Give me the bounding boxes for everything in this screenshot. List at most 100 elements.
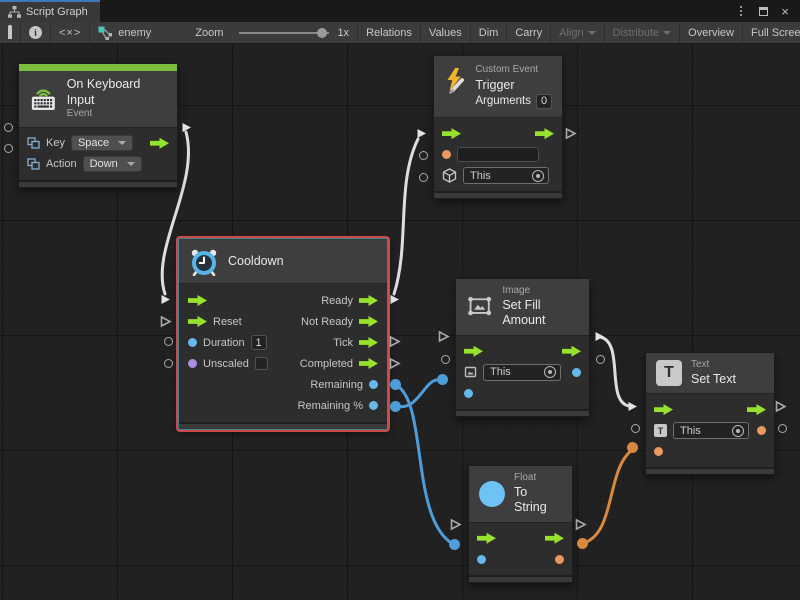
remaining-connector[interactable] xyxy=(390,379,401,390)
trigger-out-port[interactable] xyxy=(535,128,554,140)
result-out-port[interactable] xyxy=(572,367,581,377)
dim-button[interactable]: Dim xyxy=(471,22,508,43)
settext-in-connector[interactable] xyxy=(626,400,639,413)
trigger-in-port[interactable] xyxy=(477,532,496,544)
duration-port[interactable] xyxy=(188,338,197,347)
image-out-connector[interactable] xyxy=(593,330,606,343)
window-maximize-button[interactable] xyxy=(754,2,772,20)
custom-event-out-connector[interactable] xyxy=(564,127,577,140)
lock-button[interactable] xyxy=(0,22,21,43)
arguments-value[interactable]: 0 xyxy=(536,94,552,110)
node-cooldown[interactable]: Cooldown Ready Reset Not Ready Duration 1… xyxy=(178,238,388,430)
fill-amount-connector[interactable] xyxy=(437,374,448,385)
keyboard-out-connector[interactable] xyxy=(180,121,193,134)
remaining-pct-out-port[interactable] xyxy=(369,401,378,410)
trigger-out-port[interactable] xyxy=(545,532,564,544)
node-set-fill-amount[interactable]: Image Set Fill Amount This xyxy=(455,278,590,417)
node-trigger-custom-event[interactable]: Custom Event Trigger Arguments 0 xyxy=(433,55,563,200)
wire-image-to-set-text[interactable] xyxy=(598,335,631,408)
trigger-in-port[interactable] xyxy=(442,128,461,140)
unscaled-port[interactable] xyxy=(188,359,197,368)
image-result-connector[interactable] xyxy=(596,355,605,364)
zoom-slider-handle[interactable] xyxy=(317,27,328,38)
relations-button[interactable]: Relations xyxy=(358,22,421,43)
trigger-out-port[interactable] xyxy=(747,404,766,416)
cooldown-in-connector[interactable] xyxy=(159,293,172,306)
node-set-text[interactable]: T Text Set Text T This xyxy=(645,352,775,476)
values-button[interactable]: Values xyxy=(421,22,471,43)
graph-reference[interactable]: enemy xyxy=(90,22,159,43)
wires-overlay xyxy=(160,130,634,546)
tostring-float-connector[interactable] xyxy=(449,539,460,550)
text-result-connector[interactable] xyxy=(778,424,787,433)
keyboard-action-connector[interactable] xyxy=(4,144,13,153)
completed-out-port[interactable] xyxy=(359,358,378,369)
target-picker-icon[interactable] xyxy=(732,424,744,437)
graph-canvas[interactable]: On Keyboard Input Event Key Space xyxy=(0,44,800,600)
unscaled-checkbox[interactable] xyxy=(254,357,268,370)
trigger-out-port[interactable] xyxy=(562,345,581,357)
target-selector[interactable]: This xyxy=(483,363,561,381)
event-name-input[interactable] xyxy=(457,147,539,163)
settext-value-connector[interactable] xyxy=(627,442,638,453)
float-in-port[interactable] xyxy=(477,554,486,564)
tick-out-port[interactable] xyxy=(359,337,378,348)
align-button[interactable]: Align xyxy=(551,22,605,43)
settext-out-connector[interactable] xyxy=(774,400,787,413)
image-in-connector[interactable] xyxy=(437,330,450,343)
window-close-button[interactable]: × xyxy=(776,2,794,20)
image-target-connector[interactable] xyxy=(441,355,450,364)
inspect-button[interactable]: <×> xyxy=(51,22,91,43)
custom-event-in-connector[interactable] xyxy=(415,127,428,140)
wire-keyboard-to-cooldown[interactable] xyxy=(160,130,190,296)
zoom-slider[interactable] xyxy=(239,27,330,38)
name-port[interactable] xyxy=(442,150,451,160)
node-on-keyboard-input[interactable]: On Keyboard Input Event Key Space xyxy=(18,63,178,188)
keyboard-key-connector[interactable] xyxy=(4,123,13,132)
target-picker-icon[interactable] xyxy=(532,169,544,182)
reset-in-port[interactable] xyxy=(188,316,207,327)
info-button[interactable]: i xyxy=(21,22,51,43)
text-target-connector[interactable] xyxy=(631,424,640,433)
full-screen-button[interactable]: Full Screen xyxy=(743,22,800,43)
duration-value[interactable]: 1 xyxy=(250,335,267,350)
tostring-string-connector[interactable] xyxy=(577,538,588,549)
not-ready-out-port[interactable] xyxy=(359,316,378,327)
wire-cooldown-ready-to-custom-event[interactable] xyxy=(392,137,420,296)
duration-connector[interactable] xyxy=(164,337,173,346)
remaining-pct-connector[interactable] xyxy=(390,401,401,412)
overview-button[interactable]: Overview xyxy=(680,22,743,43)
trigger-out-port[interactable] xyxy=(150,137,169,149)
unscaled-connector[interactable] xyxy=(164,359,173,368)
trigger-in-port[interactable] xyxy=(188,295,207,306)
string-out-port[interactable] xyxy=(555,554,564,564)
tostring-out-connector[interactable] xyxy=(574,518,587,531)
tostring-in-connector[interactable] xyxy=(449,518,462,531)
text-value-port[interactable] xyxy=(654,447,663,457)
target-selector[interactable]: This xyxy=(463,167,549,185)
tick-out-connector[interactable] xyxy=(388,335,401,348)
target-picker-icon[interactable] xyxy=(544,366,556,379)
tab-script-graph[interactable]: Script Graph xyxy=(0,0,100,22)
carry-button[interactable]: Carry xyxy=(507,22,552,43)
ready-out-port[interactable] xyxy=(359,295,378,306)
trigger-in-port[interactable] xyxy=(654,404,673,416)
wire-remaining-to-tostring[interactable] xyxy=(394,383,455,546)
node-to-string[interactable]: Float To String xyxy=(468,465,573,583)
distribute-button[interactable]: Distribute xyxy=(605,22,681,43)
window-menu-button[interactable] xyxy=(732,2,750,20)
custom-event-name-connector[interactable] xyxy=(419,151,428,160)
custom-event-target-connector[interactable] xyxy=(419,173,428,182)
target-selector[interactable]: This xyxy=(673,422,749,440)
result-out-port[interactable] xyxy=(757,426,766,436)
trigger-in-port[interactable] xyxy=(464,345,483,357)
fill-amount-port[interactable] xyxy=(464,388,473,398)
completed-out-connector[interactable] xyxy=(388,357,401,370)
reset-in-connector[interactable] xyxy=(159,315,172,328)
ready-out-connector[interactable] xyxy=(388,293,401,306)
wire-remaining-pct-to-fill[interactable] xyxy=(394,378,443,409)
remaining-out-port[interactable] xyxy=(369,380,378,389)
key-dropdown[interactable]: Space xyxy=(70,135,134,152)
action-dropdown[interactable]: Down xyxy=(82,156,142,173)
wire-tostring-to-settext[interactable] xyxy=(582,448,634,545)
